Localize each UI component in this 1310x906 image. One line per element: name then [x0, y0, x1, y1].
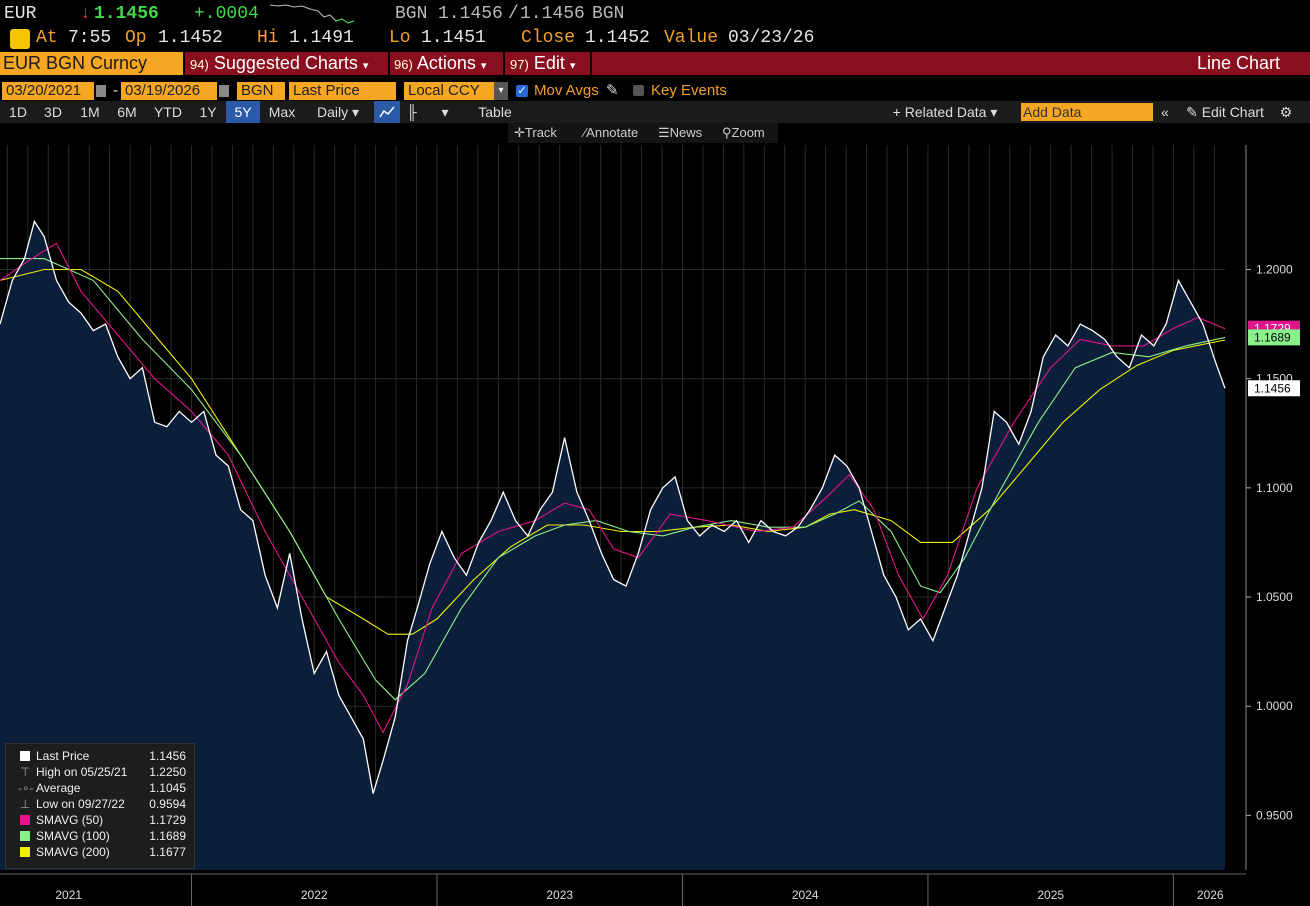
line-chart-icon[interactable] — [374, 101, 400, 123]
mov-avgs-checkbox[interactable]: ✓ — [516, 85, 528, 97]
legend-last-price[interactable]: Last Price 1.1456 — [10, 748, 190, 764]
related-data-menu[interactable]: + Related Data ▾ — [892, 104, 998, 120]
chart-toolbar: ✛ Track ⁄ Annotate ☰ News ⚲ Zoom — [508, 123, 778, 143]
last-value-tag-bg — [1248, 329, 1300, 346]
close-value: 1.1452 — [585, 28, 650, 48]
at-label: At — [36, 28, 58, 48]
hi-label: Hi — [257, 28, 279, 48]
y-tick-label: 0.9500 — [1256, 808, 1293, 822]
bid-price: 1.1456 — [438, 4, 503, 24]
legend-average: -∘- Average 1.1045 — [18, 781, 186, 795]
suggested-charts-menu[interactable]: 94) Suggested Charts ▾ — [190, 53, 369, 73]
ticker: EUR — [4, 4, 37, 24]
annotate-tool[interactable]: ⁄ Annotate — [584, 125, 639, 140]
frequency-select[interactable]: Daily ▾ — [316, 104, 360, 120]
lo-label: Lo — [389, 28, 411, 48]
last-value-tag: 1.1456 — [1248, 380, 1300, 397]
pencil-icon[interactable]: ✎ — [606, 82, 619, 99]
quote-ccy-2: BGN — [592, 4, 625, 24]
quote-header: EUR ↓ 1.1456 +.0004 BGN 1.1456 / 1.1456 … — [0, 4, 1310, 26]
y-tick-label: 1.1000 — [1256, 481, 1293, 495]
bid-ask-slash: / — [508, 4, 519, 24]
down-arrow-icon: ↓ — [80, 4, 91, 24]
legend-sma200[interactable]: SMAVG (200) 1.1677 — [10, 844, 190, 860]
add-data-input[interactable]: Add Data — [1021, 103, 1153, 121]
period-max[interactable]: Max — [268, 104, 296, 120]
end-date-input[interactable]: 03/19/2026 — [121, 82, 217, 100]
actions-menu[interactable]: 96) Actions ▾ — [394, 53, 487, 73]
sma50-line — [0, 242, 1226, 734]
edit-chart-button[interactable]: ✎ Edit Chart — [1186, 104, 1264, 120]
y-tick-label: 1.0500 — [1256, 590, 1293, 604]
field-select[interactable]: Last Price — [289, 82, 396, 100]
calendar-icon[interactable] — [96, 85, 106, 97]
legend-high: ⊤ High on 05/25/21 1.2250 — [20, 765, 186, 779]
period-bar: 1D 3D 1M 6M YTD 1Y 5Y Max Daily ▾ ╟ ▾ Ta… — [0, 101, 1310, 123]
chart-legend: Last Price 1.1456 ⊤ High on 05/25/21 1.2250… — [5, 743, 195, 869]
chart-type-dropdown-icon[interactable]: ▾ — [441, 104, 449, 120]
quote-ccy: BGN — [395, 4, 428, 24]
chart-type-label: Line Chart — [1197, 53, 1281, 73]
chart-controls: 03/20/2021 - 03/19/2026 BGN Last Price L… — [0, 81, 1310, 101]
last-value-tag-bg — [1248, 380, 1300, 397]
y-tick-label: 1.2000 — [1256, 262, 1293, 276]
sma100-line — [0, 258, 1226, 701]
period-ytd[interactable]: YTD — [154, 104, 182, 120]
value-label: Value — [664, 28, 719, 48]
x-tick-label: 2024 — [792, 888, 819, 902]
settings-gear-icon[interactable]: ⚙ — [1279, 104, 1293, 120]
quote-stats: At 7:55 Op 1.1452 Hi 1.1491 Lo 1.1451 Cl… — [0, 28, 1310, 50]
x-tick-label: 2023 — [546, 888, 573, 902]
sma200-line — [0, 268, 1226, 635]
open-value: 1.1452 — [158, 28, 223, 48]
period-6m[interactable]: 6M — [117, 104, 137, 120]
currency-input[interactable]: BGN — [237, 82, 285, 100]
price-area — [0, 221, 1225, 870]
last-value-tag-label: 1.1456 — [1254, 381, 1291, 395]
edit-menu[interactable]: 97) Edit ▾ — [510, 53, 576, 73]
menu-bar: EUR BGN Curncy 94) Suggested Charts ▾ 96… — [0, 52, 1310, 75]
calendar-icon[interactable] — [219, 85, 229, 97]
start-date-input[interactable]: 03/20/2021 — [2, 82, 94, 100]
lo-value: 1.1451 — [421, 28, 486, 48]
period-3d[interactable]: 3D — [44, 104, 62, 120]
date-dash: - — [113, 82, 118, 99]
last-value-tag-label: 1.1689 — [1254, 330, 1291, 344]
period-1y[interactable]: 1Y — [199, 104, 217, 120]
legend-sma50[interactable]: SMAVG (50) 1.1729 — [10, 812, 190, 828]
x-tick-label: 2021 — [55, 888, 82, 902]
track-tool[interactable]: ✛ Track — [514, 125, 557, 140]
x-tick-label: 2026 — [1197, 888, 1224, 902]
net-change: +.0004 — [194, 4, 259, 24]
key-events-checkbox[interactable] — [633, 85, 644, 96]
hi-value: 1.1491 — [289, 28, 354, 48]
news-tool[interactable]: ☰ News — [658, 125, 703, 140]
last-price: 1.1456 — [94, 4, 159, 24]
value-date: 03/23/26 — [728, 28, 815, 48]
at-time: 7:55 — [68, 28, 112, 48]
collapse-icon[interactable]: « — [1161, 104, 1169, 120]
key-events-label[interactable]: Key Events — [651, 82, 727, 99]
close-label: Close — [521, 28, 576, 48]
clock-icon[interactable] — [10, 29, 30, 49]
ask-price: 1.1456 — [520, 4, 585, 24]
open-label: Op — [125, 28, 147, 48]
x-tick-label: 2025 — [1037, 888, 1064, 902]
sparkline — [270, 4, 355, 24]
legend-low: ⊥ Low on 09/27/22 0.9594 — [20, 797, 186, 811]
last-value-tag: 1.1689 — [1248, 329, 1300, 346]
security-field[interactable]: EUR BGN Curncy — [0, 52, 184, 75]
period-5y[interactable]: 5Y — [226, 101, 260, 123]
x-tick-label: 2022 — [301, 888, 328, 902]
currency-mode-select[interactable]: Local CCY ▾ — [404, 82, 508, 100]
bar-chart-icon[interactable]: ╟ — [407, 104, 417, 120]
y-tick-label: 1.0000 — [1256, 699, 1293, 713]
period-1m[interactable]: 1M — [80, 104, 100, 120]
zoom-tool[interactable]: ⚲ Zoom — [722, 125, 765, 140]
table-button[interactable]: Table — [478, 104, 512, 120]
mov-avgs-label[interactable]: Mov Avgs — [534, 82, 599, 99]
period-1d[interactable]: 1D — [9, 104, 27, 120]
price-line — [0, 219, 1226, 794]
legend-sma100[interactable]: SMAVG (100) 1.1689 — [10, 828, 190, 844]
